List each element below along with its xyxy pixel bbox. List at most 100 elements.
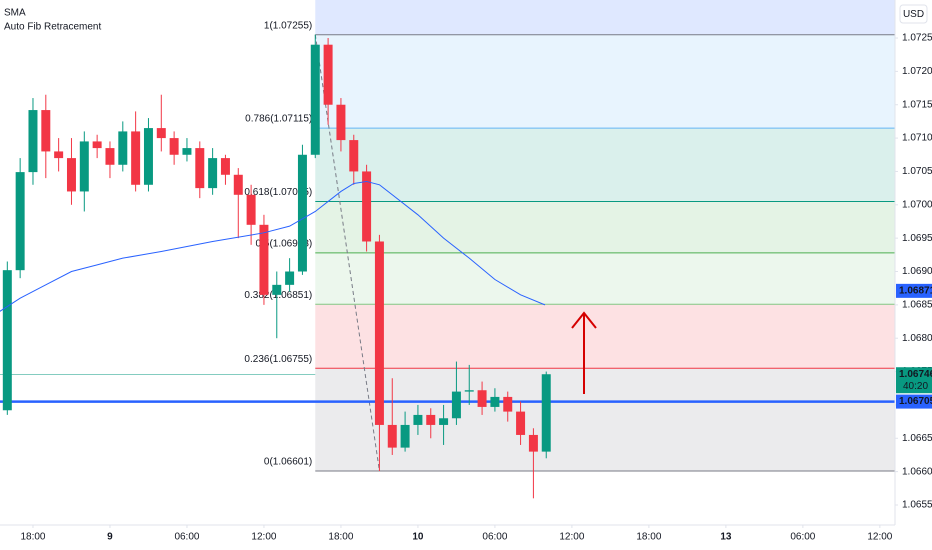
candle-body bbox=[182, 148, 192, 155]
y-tick-label: 1.07150 bbox=[902, 99, 932, 110]
fib-band bbox=[315, 201, 895, 253]
fib-band bbox=[315, 128, 895, 202]
candle-body bbox=[131, 131, 141, 185]
candle-body bbox=[336, 104, 346, 141]
y-tick-label: 1.07100 bbox=[902, 133, 932, 144]
price-label: 1.06871 bbox=[899, 285, 932, 296]
candle-body bbox=[503, 396, 513, 412]
currency-box bbox=[899, 4, 928, 24]
candle-body bbox=[426, 414, 436, 425]
y-tick-label: 1.07050 bbox=[902, 166, 932, 177]
fib-label: 0.786(1.07115) bbox=[245, 114, 312, 125]
x-tick-label: 13 bbox=[720, 532, 732, 543]
price-label-box bbox=[896, 283, 932, 298]
candle-body bbox=[118, 131, 128, 165]
candle-body bbox=[310, 44, 320, 155]
fib-band bbox=[315, 368, 895, 471]
candle-body bbox=[349, 140, 359, 172]
candle-body bbox=[490, 396, 500, 407]
fib-band bbox=[315, 304, 895, 369]
x-tick-label: 10 bbox=[412, 532, 424, 543]
candle-body bbox=[516, 411, 526, 435]
arrow bbox=[571, 311, 597, 394]
candle-body bbox=[156, 128, 166, 139]
candle-body bbox=[477, 390, 487, 407]
main-layer bbox=[0, 34, 895, 499]
candle-body bbox=[285, 271, 295, 285]
candle-body bbox=[400, 424, 410, 448]
candle-body bbox=[143, 128, 153, 185]
y-tick-label: 1.07000 bbox=[902, 199, 932, 210]
candle-body bbox=[105, 148, 115, 165]
countdown: 40:20 bbox=[903, 381, 928, 392]
price-label: 1.06746 bbox=[899, 369, 932, 380]
candle-body bbox=[272, 284, 282, 295]
fib-trend bbox=[314, 34, 380, 472]
candle-body bbox=[92, 141, 102, 149]
x-tick-label: 12:00 bbox=[559, 532, 584, 543]
y-tick-label: 1.07200 bbox=[902, 66, 932, 77]
candle-body bbox=[439, 418, 449, 425]
candle-body bbox=[387, 424, 397, 448]
price-axis-bg bbox=[895, 0, 932, 550]
y-tick-label: 1.06950 bbox=[902, 233, 932, 244]
fib-label: 0.5(1.06928) bbox=[256, 238, 313, 249]
x-tick-label: 18:00 bbox=[328, 532, 353, 543]
fib-band bbox=[315, 0, 895, 35]
y-tick-label: 1.06900 bbox=[902, 266, 932, 277]
candle-body bbox=[297, 154, 307, 272]
x-tick-label: 9 bbox=[107, 532, 113, 543]
indicator-name: Auto Fib Retracement bbox=[4, 22, 101, 33]
candle-body bbox=[233, 174, 243, 195]
candle-body bbox=[528, 434, 538, 452]
fib-layer: 1(1.07255) 0.786(1.07115) 0.618(1.07005) 0.… bbox=[244, 0, 895, 472]
x-tick-label: 06:00 bbox=[482, 532, 507, 543]
sma-line bbox=[0, 180, 546, 312]
x-tick-label: 18:00 bbox=[636, 532, 661, 543]
candle-body bbox=[541, 374, 551, 452]
candle-body bbox=[464, 390, 474, 392]
price-label-box bbox=[896, 367, 932, 394]
fib-label: 0.382(1.06851) bbox=[244, 290, 312, 301]
candle-body bbox=[195, 148, 205, 189]
candle-body bbox=[259, 224, 269, 295]
x-tick-label: 18:00 bbox=[20, 532, 45, 543]
arrow-head bbox=[571, 311, 597, 329]
fib-band bbox=[315, 34, 895, 129]
currency: USD bbox=[903, 9, 924, 20]
candle-body bbox=[169, 138, 179, 155]
x-tick-label: 12:00 bbox=[251, 532, 276, 543]
candle-body bbox=[374, 241, 384, 425]
candle-body bbox=[28, 110, 38, 173]
candle-body bbox=[323, 44, 333, 105]
y-tick-label: 1.06650 bbox=[902, 433, 932, 444]
indicator-name: SMA bbox=[4, 8, 26, 19]
candle-body bbox=[15, 172, 25, 271]
y-tick-label: 1.06550 bbox=[902, 500, 932, 511]
x-tick-label: 06:00 bbox=[790, 532, 815, 543]
candle-body bbox=[246, 194, 256, 225]
candle-body bbox=[54, 151, 64, 159]
y-tick-label: 1.06600 bbox=[902, 466, 932, 477]
x-tick-label: 06:00 bbox=[174, 532, 199, 543]
price-label: 1.06705 bbox=[899, 396, 932, 407]
candle-body bbox=[66, 158, 76, 192]
candle-body bbox=[79, 141, 89, 192]
candle-body bbox=[220, 158, 230, 175]
fib-label: 0(1.06601) bbox=[264, 457, 312, 468]
fib-band bbox=[315, 252, 895, 305]
y-tick-label: 1.06850 bbox=[902, 300, 932, 311]
candle-body bbox=[41, 110, 51, 152]
candle-body bbox=[2, 270, 12, 411]
candle-body bbox=[413, 414, 423, 425]
candle-body bbox=[208, 158, 218, 189]
fib-label: 0.618(1.07005) bbox=[244, 187, 312, 198]
y-tick-label: 1.07250 bbox=[902, 33, 932, 44]
y-tick-label: 1.06800 bbox=[902, 333, 932, 344]
price-label-box bbox=[896, 394, 932, 409]
fib-label: 0.236(1.06755) bbox=[244, 354, 312, 365]
x-tick-label: 12:00 bbox=[867, 532, 892, 543]
